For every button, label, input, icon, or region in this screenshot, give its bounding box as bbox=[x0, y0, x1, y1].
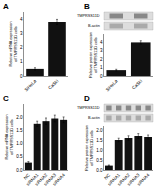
svg-text:C: C bbox=[3, 94, 9, 103]
svg-text:Relative mRNA expressionof TMP: Relative mRNA expressionof TMPRSS11D cel… bbox=[5, 114, 14, 159]
svg-text:1.0: 1.0 bbox=[16, 141, 23, 146]
svg-text:SiHeLa: SiHeLa bbox=[105, 78, 119, 92]
svg-text:1.0: 1.0 bbox=[96, 148, 103, 153]
svg-text:0: 0 bbox=[20, 74, 23, 79]
svg-text:0.5: 0.5 bbox=[16, 154, 23, 159]
svg-text:2.0: 2.0 bbox=[16, 115, 23, 120]
svg-text:0: 0 bbox=[100, 74, 103, 79]
svg-text:B: B bbox=[84, 2, 90, 11]
svg-text:siRNA2: siRNA2 bbox=[34, 172, 49, 187]
svg-text:3: 3 bbox=[20, 31, 23, 36]
svg-text:Relative protein expressionof: Relative protein expressionof TMPRSS11D … bbox=[85, 125, 94, 171]
svg-text:3: 3 bbox=[100, 48, 103, 53]
svg-text:1.5: 1.5 bbox=[16, 128, 23, 133]
svg-text:siRNA4: siRNA4 bbox=[136, 172, 151, 187]
svg-text:B-actin: B-actin bbox=[88, 116, 100, 120]
svg-text:D: D bbox=[84, 94, 90, 103]
svg-text:TMPRSS11D: TMPRSS11D bbox=[77, 106, 100, 110]
svg-text:NC: NC bbox=[103, 172, 112, 181]
svg-text:1: 1 bbox=[100, 65, 103, 70]
svg-text:0.0: 0.0 bbox=[96, 168, 103, 173]
svg-text:siRNA1: siRNA1 bbox=[107, 172, 122, 187]
svg-text:4: 4 bbox=[20, 17, 23, 22]
svg-text:TMPRSS11D: TMPRSS11D bbox=[77, 14, 100, 18]
svg-text:Relative protein expressionof: Relative protein expressionof TMPRSS11D … bbox=[89, 32, 98, 78]
svg-text:siRNA1: siRNA1 bbox=[25, 172, 40, 187]
svg-text:0.5: 0.5 bbox=[96, 158, 103, 163]
svg-text:4: 4 bbox=[100, 40, 103, 45]
svg-text:CaSki: CaSki bbox=[131, 79, 143, 91]
svg-text:siRNA3: siRNA3 bbox=[126, 172, 141, 187]
svg-text:NC: NC bbox=[23, 172, 32, 181]
svg-text:CaSki: CaSki bbox=[47, 79, 59, 91]
svg-text:siRNA4: siRNA4 bbox=[52, 172, 67, 187]
svg-text:B-actin: B-actin bbox=[88, 24, 100, 28]
svg-text:0.0: 0.0 bbox=[16, 168, 23, 173]
svg-text:2: 2 bbox=[100, 57, 103, 62]
svg-text:1: 1 bbox=[20, 59, 23, 64]
svg-text:Relative mRNA expressionof TMP: Relative mRNA expressionof TMPRSS11D cel… bbox=[9, 21, 18, 66]
svg-text:1.5: 1.5 bbox=[96, 138, 103, 143]
svg-text:SiHeLa: SiHeLa bbox=[23, 78, 37, 92]
svg-text:siRNA3: siRNA3 bbox=[43, 172, 58, 187]
svg-text:A: A bbox=[3, 2, 9, 11]
svg-text:2.0: 2.0 bbox=[96, 128, 103, 133]
svg-text:2: 2 bbox=[20, 45, 23, 50]
svg-text:siRNA2: siRNA2 bbox=[116, 172, 131, 187]
